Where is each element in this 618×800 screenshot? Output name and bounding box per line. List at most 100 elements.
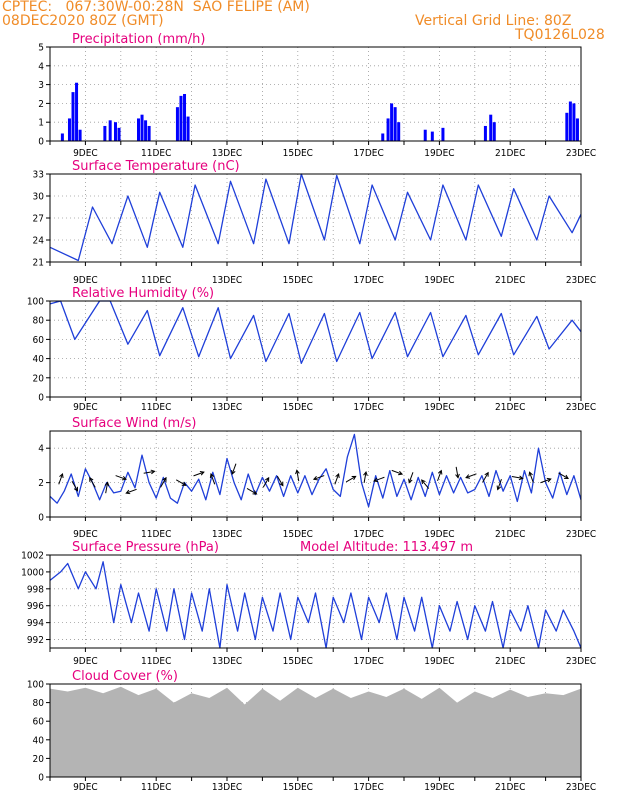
x-tick-label: 11DEC bbox=[141, 148, 171, 159]
precip-bar bbox=[572, 103, 576, 141]
wind-arrow-head bbox=[455, 473, 460, 479]
x-tick-label: 13DEC bbox=[212, 148, 242, 159]
y-tick-label: 4 bbox=[38, 61, 44, 72]
wind-arrow bbox=[262, 476, 270, 488]
y-tick-label: 33 bbox=[33, 170, 44, 181]
plot-frame bbox=[49, 173, 582, 263]
x-tick-label: 21DEC bbox=[495, 656, 525, 667]
wind-arrow bbox=[115, 475, 127, 481]
x-tick-label: 9DEC bbox=[73, 148, 98, 159]
wind-arrow bbox=[421, 479, 430, 489]
wind-arrow-head bbox=[421, 479, 426, 485]
wind-arrow-shaft bbox=[262, 477, 270, 488]
precip-bar bbox=[144, 120, 148, 141]
x-tick-label: 9DEC bbox=[73, 656, 98, 667]
wind-arrow-head bbox=[528, 471, 533, 477]
plot-frame bbox=[49, 46, 582, 142]
x-tick-label: 21DEC bbox=[495, 275, 525, 286]
wind-arrow-head bbox=[363, 470, 368, 476]
y-tick-label: 24 bbox=[33, 236, 45, 247]
wind-arrow-head bbox=[437, 469, 443, 475]
x-tick-label: 9DEC bbox=[73, 402, 98, 413]
y-tick-label: 3 bbox=[38, 80, 44, 91]
precip-bar bbox=[381, 133, 385, 141]
x-tick-label: 11DEC bbox=[141, 275, 171, 286]
panel-title: Cloud Cover (%) bbox=[72, 669, 178, 684]
wind-arrow-shaft bbox=[482, 472, 489, 483]
wind-arrow bbox=[276, 475, 284, 487]
x-tick-label: 11DEC bbox=[141, 782, 171, 793]
precip-bar bbox=[117, 127, 121, 141]
wind-arrow-shaft bbox=[115, 475, 127, 480]
wind-arrow bbox=[175, 479, 187, 486]
header-location: CPTEC: 067:30W-00:28N SAO FELIPE (AM) bbox=[2, 0, 310, 15]
x-tick-label: 23DEC bbox=[566, 529, 596, 540]
x-tick-label: 17DEC bbox=[353, 148, 383, 159]
x-tick-label: 21DEC bbox=[495, 782, 525, 793]
wind-arrow bbox=[437, 469, 443, 482]
wind-arrow-head bbox=[150, 469, 156, 475]
wind-arrow-shaft bbox=[540, 478, 551, 484]
x-tick-label: 23DEC bbox=[566, 402, 596, 413]
x-tick-label: 23DEC bbox=[566, 782, 596, 793]
wind-arrow-head bbox=[408, 478, 413, 484]
wind-arrow-shaft bbox=[143, 470, 155, 474]
x-tick-label: 15DEC bbox=[283, 402, 313, 413]
wind-arrow bbox=[408, 472, 414, 484]
wind-arrow bbox=[143, 469, 156, 475]
wind-arrow bbox=[345, 475, 357, 483]
wind-arrow-head bbox=[209, 473, 215, 479]
wind-arrow-shaft bbox=[408, 472, 414, 483]
wind-arrow bbox=[540, 477, 552, 484]
precip-bar bbox=[390, 103, 394, 141]
panel-title: Precipitation (mm/h) bbox=[72, 32, 205, 47]
wind-arrow bbox=[104, 481, 110, 494]
x-tick-label: 9DEC bbox=[73, 275, 98, 286]
wind-arrow-head bbox=[265, 476, 270, 482]
wind-arrow bbox=[125, 488, 137, 495]
wind-arrow-head bbox=[59, 473, 64, 479]
wind-arrow-shaft bbox=[437, 470, 442, 482]
precip-bar bbox=[108, 120, 112, 141]
wind-arrow-head bbox=[279, 481, 284, 487]
wind-arrow-head bbox=[73, 486, 79, 492]
x-tick-label: 13DEC bbox=[212, 656, 242, 667]
precip-bar bbox=[75, 82, 79, 141]
series-line bbox=[49, 173, 582, 262]
precip-bar bbox=[565, 112, 569, 141]
wind-arrow bbox=[231, 463, 237, 475]
precip-bar bbox=[386, 118, 390, 141]
x-tick-label: 21DEC bbox=[495, 402, 525, 413]
wind-arrow-head bbox=[351, 475, 357, 481]
wind-arrow-head bbox=[162, 476, 167, 482]
wind-arrow-head bbox=[398, 470, 404, 476]
precip-bar bbox=[103, 125, 107, 141]
panel-5: 992 994 996 998 1000 1002 9DEC 11DEC 13DEC 15DEC 1… bbox=[21, 540, 596, 667]
x-tick-label: 21DEC bbox=[495, 529, 525, 540]
precip-bar bbox=[575, 118, 579, 141]
series-line bbox=[49, 433, 582, 508]
wind-arrow-head bbox=[89, 476, 94, 482]
x-tick-label: 17DEC bbox=[353, 656, 383, 667]
wind-arrow bbox=[528, 471, 534, 483]
plot-frame bbox=[49, 300, 582, 398]
x-tick-label: 15DEC bbox=[283, 529, 313, 540]
wind-arrow bbox=[160, 476, 167, 488]
precip-bar bbox=[568, 101, 572, 141]
wind-arrow bbox=[334, 473, 340, 485]
wind-arrow bbox=[391, 469, 404, 476]
wind-arrow-shaft bbox=[465, 473, 477, 479]
y-tick-label: 20 bbox=[33, 754, 45, 765]
precip-bar bbox=[441, 127, 445, 141]
panel-title: Surface Pressure (hPa) bbox=[72, 540, 219, 555]
y-tick-label: 998 bbox=[27, 584, 44, 595]
x-tick-label: 17DEC bbox=[353, 529, 383, 540]
plot-frame bbox=[49, 554, 582, 649]
wind-arrow-shaft bbox=[345, 475, 356, 483]
precip-bar bbox=[183, 94, 187, 141]
x-tick-label: 11DEC bbox=[141, 656, 171, 667]
x-tick-label: 13DEC bbox=[212, 782, 242, 793]
x-tick-label: 21DEC bbox=[495, 148, 525, 159]
x-tick-label: 15DEC bbox=[283, 148, 313, 159]
x-tick-label: 15DEC bbox=[283, 656, 313, 667]
